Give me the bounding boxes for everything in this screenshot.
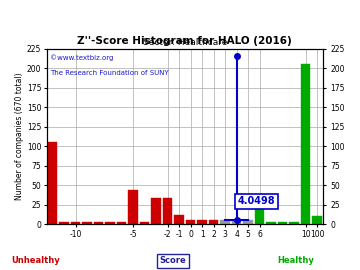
Text: The Research Foundation of SUNY: The Research Foundation of SUNY [50,70,168,76]
Text: Unhealthy: Unhealthy [12,256,60,265]
Bar [82,222,92,224]
Bar [94,222,103,224]
Text: 4.0498: 4.0498 [238,196,275,206]
Bar [59,222,69,224]
Bar [128,190,138,224]
Text: Score: Score [159,256,186,265]
Bar [289,222,299,224]
Bar [209,220,219,224]
Bar [266,222,276,224]
Bar [71,222,81,224]
Bar [301,64,310,224]
Title: Z''-Score Histogram for HALO (2016): Z''-Score Histogram for HALO (2016) [77,36,292,46]
Bar [186,220,195,224]
Bar [220,220,230,224]
Text: ©www.textbiz.org: ©www.textbiz.org [50,54,113,60]
Bar [151,198,161,224]
Bar [117,222,126,224]
Bar [140,222,149,224]
Bar [232,220,242,224]
Bar [243,220,253,224]
Bar [278,222,288,224]
Bar [312,217,322,224]
Text: Healthy: Healthy [277,256,314,265]
Bar [48,142,58,224]
Bar [174,215,184,224]
Y-axis label: Number of companies (670 total): Number of companies (670 total) [15,73,24,200]
Bar [255,197,265,224]
Bar [197,220,207,224]
Bar [105,222,115,224]
Text: Sector: Healthcare: Sector: Healthcare [143,38,227,47]
Bar [163,198,172,224]
